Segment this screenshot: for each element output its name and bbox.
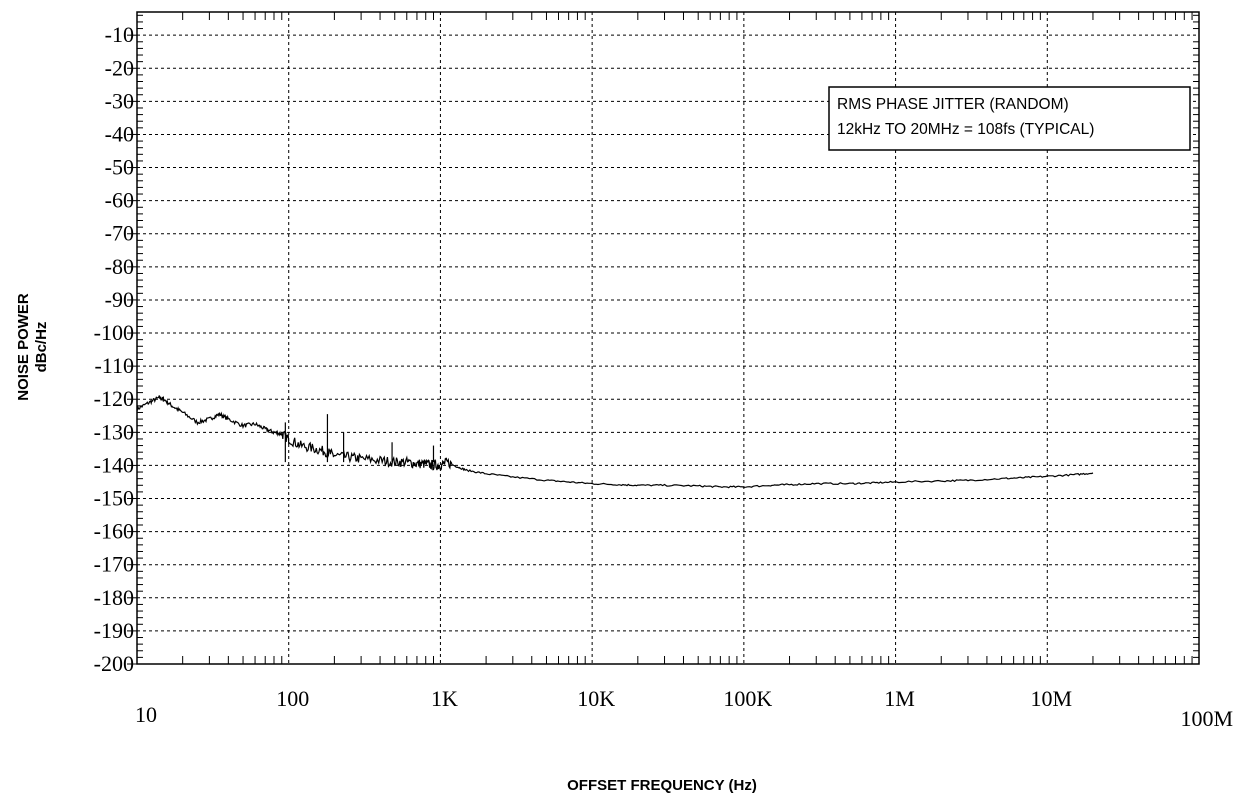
y-axis-title-line-2: dBc/Hz xyxy=(33,322,50,373)
x-tick-label: 100M xyxy=(1180,706,1233,731)
y-tick-label: -20 xyxy=(105,55,134,80)
annotation-line-2: 12kHz TO 20MHz = 108fs (TYPICAL) xyxy=(837,121,1094,138)
y-tick-label: -170 xyxy=(94,552,134,577)
y-tick-label: -90 xyxy=(105,287,134,312)
x-tick-label: 10K xyxy=(577,686,615,711)
y-tick-label: -200 xyxy=(94,651,134,676)
y-tick-label: -10 xyxy=(105,22,134,47)
y-tick-label: -100 xyxy=(94,320,134,345)
y-tick-label: -50 xyxy=(105,155,134,180)
y-tick-labels: -10 -20 -30 -40 -50 -60 -70 -80 -90 -100 -110 -120 -… xyxy=(94,22,134,676)
y-tick-label: -180 xyxy=(94,585,134,610)
y-tick-label: -160 xyxy=(94,519,134,544)
y-tick-label: -30 xyxy=(105,88,134,113)
minor-ticks xyxy=(127,12,1199,665)
y-tick-label: -140 xyxy=(94,452,134,477)
y-tick-label: -190 xyxy=(94,618,134,643)
noise-series-line xyxy=(136,395,1094,489)
spur-marks xyxy=(284,414,435,463)
y-tick-label: -40 xyxy=(105,121,134,146)
y-tick-label: -60 xyxy=(105,188,134,213)
x-tick-label: 100K xyxy=(723,686,772,711)
x-tick-label: 1M xyxy=(884,686,915,711)
plot-frame xyxy=(136,11,1200,665)
y-axis-title: NOISE POWER dBc/Hz xyxy=(15,293,50,401)
x-tick-label: 10M xyxy=(1031,686,1073,711)
y-axis-title-line-1: NOISE POWER xyxy=(15,293,32,401)
annotation-box: RMS PHASE JITTER (RANDOM) 12kHz TO 20MHz… xyxy=(828,86,1191,151)
x-tick-label: 10 xyxy=(135,702,157,727)
annotation-line-1: RMS PHASE JITTER (RANDOM) xyxy=(837,96,1069,113)
x-axis-title: OFFSET FREQUENCY (Hz) xyxy=(567,777,757,794)
y-tick-label: -80 xyxy=(105,254,134,279)
y-tick-label: -150 xyxy=(94,486,134,511)
annotation-frame xyxy=(828,86,1191,151)
y-tick-label: -120 xyxy=(94,386,134,411)
x-tick-label: 100 xyxy=(276,686,309,711)
y-tick-label: -70 xyxy=(105,221,134,246)
y-tick-label: -110 xyxy=(94,353,134,378)
y-tick-label: -130 xyxy=(94,419,134,444)
x-tick-labels: 10 100 1K 10K 100K 1M 10M 100M xyxy=(135,686,1233,731)
x-tick-label: 1K xyxy=(431,686,458,711)
